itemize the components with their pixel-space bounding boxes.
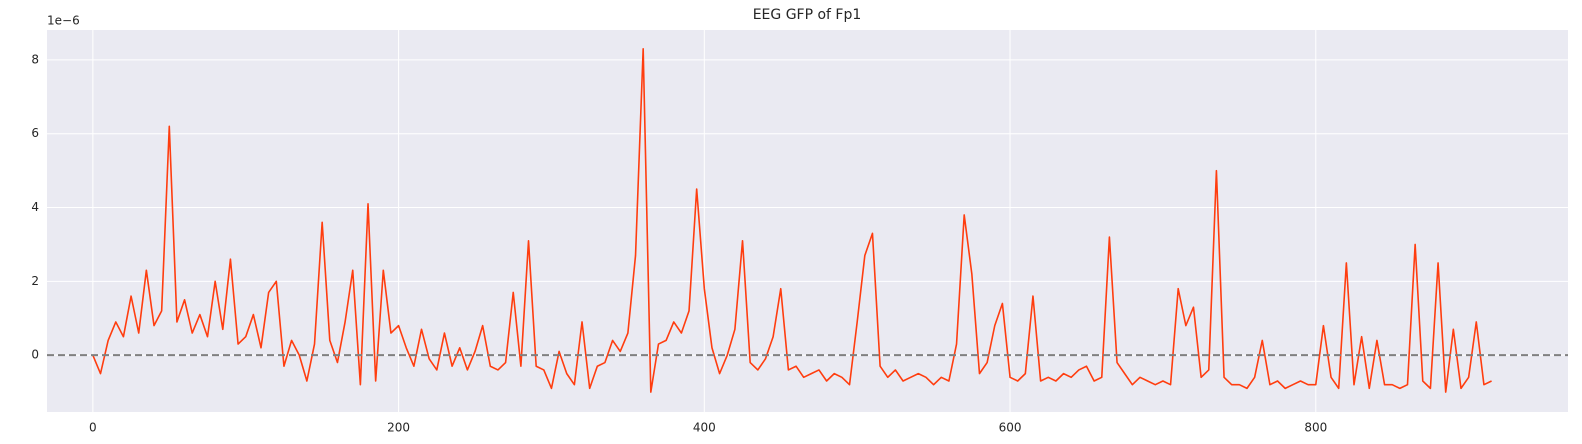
x-tick-label: 600 [999, 421, 1022, 435]
x-tick-label: 400 [693, 421, 716, 435]
y-tick-label: 4 [31, 200, 39, 214]
x-tick-label: 800 [1304, 421, 1327, 435]
marks [47, 48, 1568, 393]
y-tick-label: 2 [31, 274, 39, 288]
data-line [92, 48, 1492, 393]
chart-title: EEG GFP of Fp1 [753, 7, 862, 23]
y-offset-label: 1e−6 [47, 14, 80, 28]
plot-area [47, 30, 1568, 412]
y-tick-label: 8 [31, 52, 39, 66]
x-tick-label: 0 [89, 421, 97, 435]
x-tick-label: 200 [387, 421, 410, 435]
y-tick-label: 0 [31, 348, 39, 362]
y-tick-label: 6 [31, 126, 39, 140]
